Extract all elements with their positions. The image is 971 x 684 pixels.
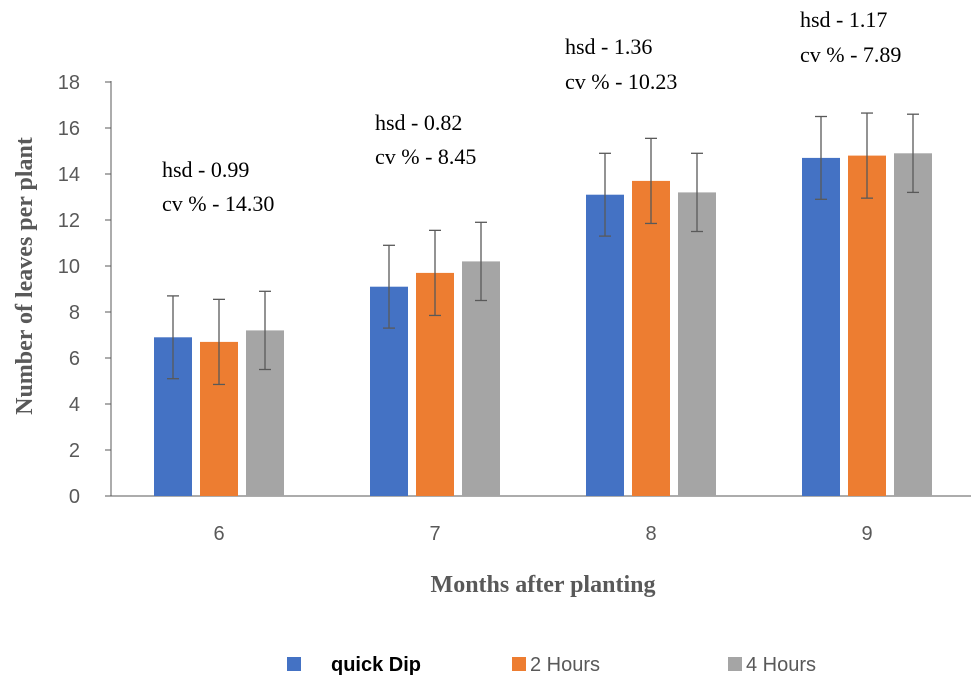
cv-annotation: cv % - 14.30 — [162, 191, 274, 216]
y-tick-label: 18 — [58, 72, 80, 94]
y-tick-label: 12 — [58, 210, 80, 232]
y-tick-label: 8 — [69, 302, 80, 324]
cv-annotation: cv % - 7.89 — [800, 42, 901, 67]
y-tick-label: 2 — [69, 440, 80, 462]
hsd-annotation: hsd - 0.99 — [162, 157, 249, 182]
bars — [154, 153, 932, 497]
y-tick-label: 6 — [69, 348, 80, 370]
cv-annotation: cv % - 10.23 — [565, 69, 677, 94]
bar — [894, 153, 932, 497]
y-tick-label: 0 — [69, 486, 80, 508]
y-tick-label: 4 — [69, 394, 80, 416]
cv-annotation: cv % - 8.45 — [375, 144, 476, 169]
x-axis-title: Months after planting — [431, 572, 656, 598]
x-tick-label: 9 — [861, 523, 872, 545]
legend-label: 4 Hours — [746, 654, 816, 676]
y-tick-label: 16 — [58, 118, 80, 140]
x-axis: 6 7 8 9 — [111, 495, 971, 545]
legend-swatch — [512, 657, 526, 671]
bar — [586, 194, 624, 496]
annotations: hsd - 0.99 cv % - 14.30 hsd - 0.82 cv % - 8… — [162, 7, 901, 216]
bar — [848, 155, 886, 496]
y-tick-label: 14 — [58, 164, 80, 186]
legend-label: 2 Hours — [530, 654, 600, 676]
x-tick-label: 6 — [213, 523, 224, 545]
hsd-annotation: hsd - 1.17 — [800, 7, 887, 32]
y-axis-title: Number of leaves per plant — [12, 137, 38, 415]
y-tick-label: 10 — [58, 256, 80, 278]
legend-swatch — [728, 657, 742, 671]
x-tick-label: 8 — [645, 523, 656, 545]
legend-label: quick Dip — [331, 654, 421, 676]
legend-swatch — [287, 657, 301, 671]
legend: quick Dip 2 Hours 4 Hours — [287, 654, 816, 676]
bar — [632, 180, 670, 496]
y-axis: 0 2 4 6 8 10 12 14 16 18 — [58, 72, 112, 508]
bar — [678, 192, 716, 496]
hsd-annotation: hsd - 1.36 — [565, 34, 652, 59]
bar — [802, 157, 840, 496]
error-bars — [167, 112, 919, 386]
hsd-annotation: hsd - 0.82 — [375, 110, 462, 135]
x-tick-label: 7 — [429, 523, 440, 545]
